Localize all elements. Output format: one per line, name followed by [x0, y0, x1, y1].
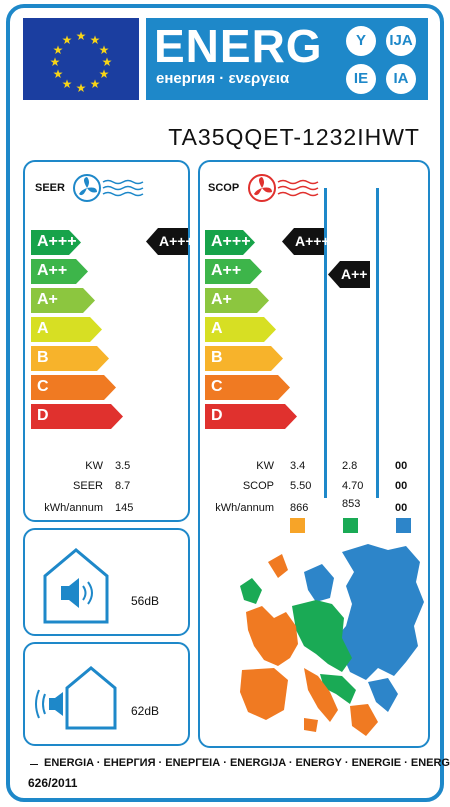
lang-circle-ie: IE	[346, 64, 376, 94]
svg-text:★: ★	[53, 67, 64, 81]
cooling-arrow-label-1: A++	[37, 262, 68, 279]
svg-text:★: ★	[90, 77, 101, 91]
zone-average-swatch	[343, 518, 358, 533]
svg-text:★: ★	[99, 43, 110, 57]
cooling-arrow-4: B	[31, 346, 109, 371]
fan-cool-icon	[71, 172, 145, 209]
heating-arrow-3: A	[205, 317, 276, 342]
svg-text:★: ★	[62, 77, 73, 91]
zone-warm-swatch	[290, 518, 305, 533]
svg-text:★: ★	[62, 33, 73, 47]
heating-arrow-2: A+	[205, 288, 269, 313]
heating-arrow-label-0: A+++	[211, 233, 251, 250]
indoor-noise-value: 56dB	[131, 594, 160, 608]
cool-row-seer-label: SEER	[73, 480, 103, 492]
heating-class-marker-avg: A++	[328, 261, 370, 288]
heat-row-kwh-v1: 866	[290, 502, 309, 514]
cooling-arrow-2: A+	[31, 288, 95, 313]
cool-row-kwh-value: 145	[115, 502, 134, 514]
zone-divider-2	[376, 188, 379, 498]
energy-subtitle: енергия · ενεργεια	[156, 70, 290, 87]
heating-arrow-5: C	[205, 375, 290, 400]
cool-row-kw-value: 3.5	[115, 460, 131, 472]
cooling-arrow-5: C	[31, 375, 116, 400]
cooling-arrow-1: A++	[31, 259, 88, 284]
heat-row-kw-label: KW	[256, 460, 274, 472]
footer-dash	[30, 764, 38, 765]
label-header: ★ ★ ★ ★ ★ ★ ★ ★ ★ ★ ★ ★ ENERG енергия · …	[23, 18, 428, 100]
outdoor-noise-value: 62dB	[131, 704, 160, 718]
heat-row-kwh-label: kWh/annum	[215, 502, 274, 514]
heating-class-marker-warm: A+++	[282, 228, 330, 255]
cooling-arrow-label-3: A	[37, 320, 49, 337]
fan-heat-icon	[246, 172, 320, 209]
indoor-noise-panel: 56dB	[23, 528, 190, 636]
cooling-arrow-6: D	[31, 404, 123, 429]
cool-row-seer-value: 8.7	[115, 480, 131, 492]
heat-row-scop-v3: 00	[395, 480, 408, 492]
lang-circle-y: Y	[346, 26, 376, 56]
heat-row-scop-v2: 4.70	[342, 480, 364, 492]
cooling-class-marker: A+++	[146, 228, 194, 255]
regulation-number: 626/2011	[28, 776, 78, 790]
heating-arrow-1: A++	[205, 259, 262, 284]
cooling-class-label: A+++	[159, 233, 194, 249]
heating-arrow-6: D	[205, 404, 297, 429]
cool-row-kw-label: KW	[85, 460, 103, 472]
label-frame	[6, 4, 444, 802]
svg-text:★: ★	[102, 55, 113, 69]
heat-row-kw-v3: 00	[395, 460, 408, 472]
zone-cold-swatch	[396, 518, 411, 533]
outdoor-speaker-icon	[33, 666, 117, 737]
svg-text:★: ★	[50, 55, 61, 69]
heating-arrow-label-2: A+	[211, 291, 232, 308]
heat-row-scop-label: SCOP	[242, 480, 274, 492]
heating-arrow-label-5: C	[211, 378, 223, 395]
heating-arrow-label-1: A++	[211, 262, 242, 279]
indoor-speaker-icon	[41, 546, 111, 629]
svg-text:★: ★	[53, 43, 64, 57]
cooling-arrow-label-6: D	[37, 407, 49, 424]
heat-row-scop-v1: 5.50	[290, 480, 312, 492]
heating-class-label-warm: A+++	[295, 233, 330, 249]
footer-languages: ENERGIA · ЕНЕРГИЯ · ΕΝΕΡΓΕΙΑ · ENERGIJA …	[44, 757, 450, 769]
cool-row-kwh-label: kWh/annum	[44, 502, 103, 514]
zone-divider-1	[324, 188, 327, 498]
heating-class-label-avg: A++	[341, 266, 368, 282]
svg-text:★: ★	[76, 81, 87, 95]
svg-text:★: ★	[99, 67, 110, 81]
energy-title: ENERG	[154, 20, 323, 72]
cooling-panel: SEER A+++ A++ A+ A B C D A+++ KW 3.5 SEER 8.7 …	[23, 160, 194, 522]
cooling-arrow-3: A	[31, 317, 102, 342]
eu-flag: ★ ★ ★ ★ ★ ★ ★ ★ ★ ★ ★ ★	[23, 18, 139, 100]
cooling-arrow-label-2: A+	[37, 291, 58, 308]
seer-title: SEER	[35, 182, 65, 194]
heat-row-kw-v1: 3.4	[290, 460, 306, 472]
lang-circle-ija: IJA	[386, 26, 416, 56]
model-number: TA35QQET-1232IHWT	[168, 124, 420, 150]
svg-text:★: ★	[90, 33, 101, 47]
energy-banner: ENERG енергия · ενεργεια Y IJA IE IA	[146, 18, 428, 100]
cooling-arrow-label-4: B	[37, 349, 49, 366]
heat-row-kw-v2: 2.8	[342, 460, 358, 472]
heating-arrow-label-4: B	[211, 349, 223, 366]
scop-title: SCOP	[208, 182, 240, 194]
cooling-arrow-label-5: C	[37, 378, 49, 395]
heating-arrow-4: B	[205, 346, 283, 371]
svg-text:★: ★	[76, 29, 87, 43]
heating-arrow-0: A+++	[205, 230, 255, 255]
outdoor-noise-panel: 62dB	[23, 642, 190, 746]
heating-arrow-label-3: A	[211, 320, 223, 337]
cooling-arrow-0: A+++	[31, 230, 81, 255]
heat-row-kwh-v2: 853	[342, 498, 361, 510]
europe-climate-map	[238, 542, 426, 747]
lang-circle-ia: IA	[386, 64, 416, 94]
heating-arrow-label-6: D	[211, 407, 223, 424]
cooling-arrow-label-0: A+++	[37, 233, 77, 250]
heat-row-kwh-v3: 00	[395, 502, 408, 514]
heating-panel: SCOP A+++ A++ A+ A B C D A+++ A++ KW 3.4 2.8 0…	[198, 160, 430, 748]
